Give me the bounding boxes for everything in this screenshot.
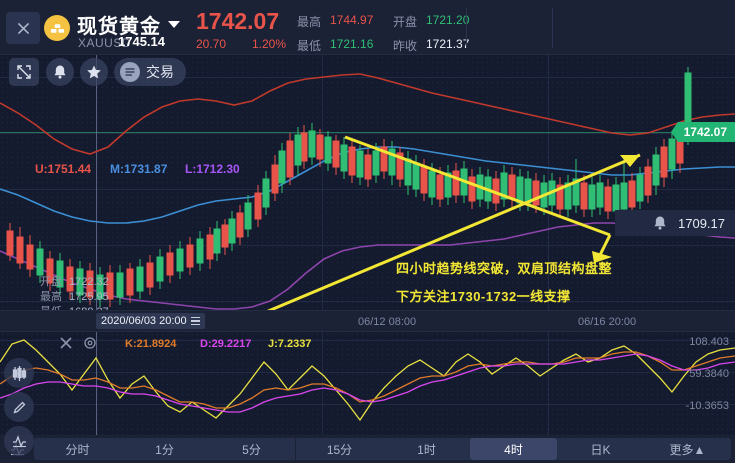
prev-close-label: 昨收 bbox=[393, 39, 418, 53]
last-price-line bbox=[0, 132, 735, 133]
chart-series-overlay bbox=[0, 67, 735, 310]
tab-5分[interactable]: 5分 bbox=[242, 442, 261, 457]
change-absolute: 20.70 bbox=[196, 37, 227, 51]
timeframe-tabbar: 分时 1分 5分 15分 1时 4时 日K 更多▲ bbox=[0, 435, 735, 463]
trendline-arrowheads bbox=[592, 155, 640, 263]
chart-type-icon bbox=[12, 365, 26, 381]
trendline-drawing bbox=[266, 135, 641, 310]
favorite-button[interactable] bbox=[80, 58, 108, 86]
trade-button-label: 交易 bbox=[146, 64, 174, 80]
boll-lower-label: L:1712.30 bbox=[185, 162, 240, 176]
indicator-icon bbox=[12, 434, 26, 448]
kdj-axis-top: 108.403 bbox=[689, 336, 729, 348]
gear-icon[interactable] bbox=[82, 335, 98, 351]
tab-日K[interactable]: 日K bbox=[590, 442, 611, 457]
chart-type-button[interactable] bbox=[4, 358, 34, 388]
low-value: 1721.16 bbox=[330, 37, 374, 51]
ohlc-low-value: 1689.37 bbox=[69, 305, 109, 310]
current-price-tag: 1742.07 bbox=[670, 122, 735, 142]
kdj-k-label: K:21.8924 bbox=[125, 338, 177, 350]
chevron-down-icon[interactable] bbox=[168, 21, 180, 28]
ohlc-high-label: 最高 bbox=[40, 291, 62, 303]
time-label-0: 06/12 08:00 bbox=[358, 316, 417, 328]
last-price: 1742.07 bbox=[196, 8, 280, 34]
expand-button[interactable] bbox=[9, 58, 39, 86]
kdj-j-label: J:7.2337 bbox=[268, 338, 312, 350]
floating-price-tooltip: 1745.14 bbox=[118, 34, 165, 49]
kdj-axis-mid: 59.3840 bbox=[689, 368, 729, 380]
time-axis[interactable]: :00 06/12 08:00 06/16 20:00 2020/06/03 2… bbox=[0, 310, 735, 332]
tab-1分[interactable]: 1分 bbox=[155, 442, 174, 457]
quote-header: 现货黄金 XAUUSD 1745.14 1742.07 20.70 1.20% … bbox=[0, 0, 735, 55]
header-divider bbox=[466, 8, 467, 48]
menu-icon[interactable] bbox=[190, 316, 200, 326]
alert-price-value: 1709.17 bbox=[678, 215, 725, 231]
kdj-series-overlay bbox=[0, 339, 735, 422]
indicator-button[interactable] bbox=[4, 426, 34, 456]
time-label-1: 06/16 20:00 bbox=[578, 316, 637, 328]
open-value: 1721.20 bbox=[426, 13, 470, 27]
alert-button[interactable] bbox=[46, 58, 74, 86]
kdj-indicator-panel[interactable]: K:21.8924 D:29.2217 J:7.2337 108.403 59.… bbox=[0, 332, 735, 435]
bell-icon bbox=[54, 65, 66, 79]
candle-series bbox=[6, 67, 692, 307]
tab-4时[interactable]: 4时 bbox=[470, 438, 557, 460]
high-label: 最高 bbox=[297, 15, 322, 29]
high-value: 1744.97 bbox=[330, 13, 374, 27]
ohlc-high-value: 1725.95 bbox=[69, 291, 109, 303]
tab-1时[interactable]: 1时 bbox=[417, 442, 436, 457]
bell-icon bbox=[654, 216, 666, 230]
boll-upper-label: U:1751.44 bbox=[35, 162, 92, 176]
draw-pencil-icon bbox=[12, 401, 25, 414]
ohlc-open-label: 开盘 bbox=[40, 276, 62, 288]
low-label: 最低 bbox=[297, 39, 322, 53]
open-label: 开盘 bbox=[393, 15, 418, 29]
close-icon bbox=[17, 22, 29, 34]
tab-更多▲[interactable]: 更多▲ bbox=[669, 442, 706, 457]
star-icon bbox=[87, 65, 101, 79]
tab-15分[interactable]: 15分 bbox=[295, 438, 383, 460]
expand-icon bbox=[17, 65, 31, 79]
trade-button[interactable]: 交易 bbox=[114, 58, 186, 86]
crosshair-vertical bbox=[96, 55, 97, 310]
kdj-axis-bottom: -10.3653 bbox=[685, 400, 729, 412]
draw-tool-button[interactable] bbox=[4, 392, 34, 422]
boll-mid-label: M:1731.87 bbox=[110, 162, 168, 176]
close-button[interactable] bbox=[6, 12, 40, 44]
prev-close-value: 1721.37 bbox=[426, 37, 470, 51]
candlestick-chart[interactable]: 交易 U:1751.44 M:1731.87 L:1712.30 开盘 1722.… bbox=[0, 55, 735, 310]
symbol-name[interactable]: 现货黄金 bbox=[77, 16, 161, 38]
ohlc-low-label: 最低 bbox=[40, 305, 62, 310]
kdj-close-button[interactable] bbox=[58, 335, 74, 351]
gold-bars-icon bbox=[44, 15, 70, 41]
kdj-crosshair-vertical bbox=[96, 332, 97, 435]
list-icon bbox=[120, 62, 140, 82]
header-divider bbox=[552, 8, 553, 48]
change-percent: 1.20% bbox=[252, 37, 287, 51]
timeframe-tabs: 分时 1分 5分 15分 1时 4时 日K 更多▲ bbox=[34, 438, 731, 460]
tab-分时[interactable]: 分时 bbox=[65, 442, 90, 457]
symbol-code: XAUUSD bbox=[78, 36, 132, 50]
crosshair-time-value: 2020/06/03 20:00 bbox=[101, 315, 187, 327]
crosshair-time-box: 2020/06/03 20:00 bbox=[96, 313, 205, 329]
annotation-line-2: 下方关注1730-1732一线支撑 bbox=[396, 289, 571, 304]
annotation-line-1: 四小时趋势线突破，双肩顶结构盘整 bbox=[396, 261, 613, 276]
kdj-d-label: D:29.2217 bbox=[200, 338, 252, 350]
alert-price-row[interactable]: 1709.17 bbox=[615, 210, 735, 236]
ohlc-open-value: 1722.32 bbox=[69, 276, 109, 288]
